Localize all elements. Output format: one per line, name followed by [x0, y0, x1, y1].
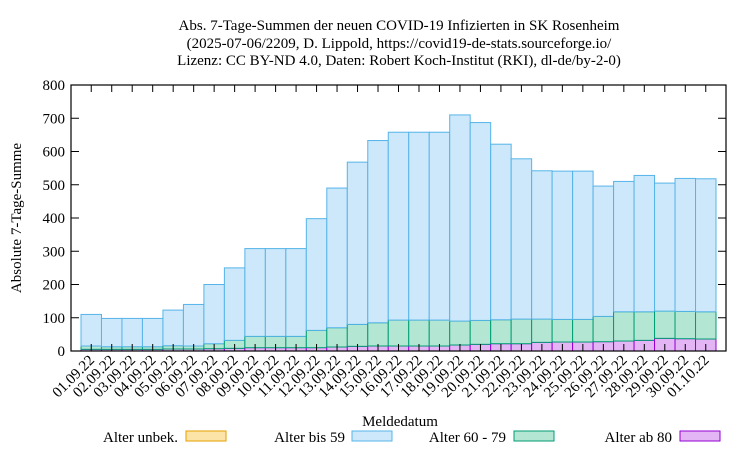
- legend-label-alter-unbek: Alter unbek.: [103, 430, 178, 446]
- bar-alter-bis-59-7: [203, 284, 225, 345]
- bar-alter-bis-59-4: [141, 317, 164, 348]
- chart-title-line-2: (2025-07-06/2209, D. Lippold, https://co…: [187, 36, 612, 52]
- bar-alter-bis-59-25: [572, 170, 594, 320]
- legend-label-alter-ab-80: Alter ab 80: [605, 430, 672, 446]
- bar-alter-bis-59-10: [264, 248, 287, 337]
- bar-alter-bis-59-2: [100, 317, 123, 348]
- bar-alter-60-79-30: [674, 310, 697, 340]
- bar-alter-60-79-16: [387, 319, 410, 347]
- y-tick-label: 700: [43, 111, 66, 127]
- bar-alter-bis-59-27: [613, 180, 635, 313]
- bar-alter-bis-59-29: [654, 182, 676, 312]
- bar-alter-bis-59-16: [387, 131, 410, 321]
- legend-label-alter-60-79: Alter 60 - 79: [429, 430, 506, 446]
- bar-alter-bis-59-9: [244, 248, 266, 337]
- bars-layer: [80, 114, 717, 352]
- bar-alter-bis-59-30: [674, 177, 697, 312]
- bar-alter-60-79-21: [490, 319, 512, 345]
- y-tick-label: 100: [43, 311, 66, 327]
- bar-alter-60-79-26: [592, 315, 615, 343]
- bar-alter-60-79-20: [469, 319, 492, 345]
- legend-swatch-alter-unbek: [185, 430, 227, 442]
- bar-alter-bis-59-3: [121, 317, 143, 348]
- bar-alter-bis-59-14: [346, 161, 369, 325]
- legend-swatch-alter-60-79: [513, 430, 555, 442]
- legend-swatch-alter-bis-59: [351, 430, 393, 442]
- bar-alter-bis-59-13: [326, 187, 348, 329]
- bar-alter-bis-59-20: [469, 122, 492, 321]
- bar-alter-bis-59-1: [80, 313, 102, 347]
- bar-alter-bis-59-8: [223, 267, 246, 341]
- bar-alter-60-79-19: [449, 320, 471, 346]
- bar-alter-60-79-25: [572, 318, 594, 343]
- bar-alter-bis-59-19: [449, 114, 471, 322]
- bar-alter-60-79-17: [408, 319, 430, 347]
- bar-alter-bis-59-21: [490, 143, 512, 321]
- bar-alter-bis-59-24: [551, 170, 574, 320]
- bar-alter-bis-59-15: [367, 140, 389, 324]
- chart-title-line-1: Abs. 7-Tage-Summen der neuen COVID-19 In…: [179, 18, 620, 34]
- bar-alter-60-79-31: [695, 311, 717, 340]
- y-tick-label: 500: [43, 178, 66, 194]
- y-tick-label: 300: [43, 244, 66, 260]
- chart-title-line-3: Lizenz: CC BY-ND 4.0, Daten: Robert Koch…: [177, 53, 621, 69]
- bar-alter-60-79-27: [613, 311, 635, 342]
- bar-alter-bis-59-26: [592, 185, 615, 317]
- bar-alter-bis-59-17: [408, 131, 430, 321]
- y-tick-label: 600: [43, 145, 66, 161]
- bar-alter-60-79-28: [633, 311, 656, 341]
- bar-alter-bis-59-11: [285, 248, 307, 337]
- legend-swatch-alter-ab-80: [679, 430, 721, 442]
- bar-alter-bis-59-5: [162, 309, 184, 347]
- bar-alter-60-79-23: [531, 318, 553, 343]
- y-tick-label: 400: [43, 211, 66, 227]
- legend-label-alter-bis-59: Alter bis 59: [274, 430, 345, 446]
- y-tick-label: 800: [43, 78, 66, 94]
- bar-alter-bis-59-23: [531, 170, 553, 320]
- legend: Alter unbek. Alter bis 59 Alter 60 - 79 Alt…: [103, 430, 721, 446]
- bar-alter-bis-59-22: [510, 158, 533, 320]
- y-tick-label: 0: [58, 344, 66, 360]
- chart-title: Abs. 7-Tage-Summen der neuen COVID-19 In…: [177, 18, 621, 69]
- x-axis-title: Meldedatum: [362, 414, 438, 430]
- bar-alter-bis-59-6: [182, 303, 205, 347]
- bar-alter-bis-59-28: [633, 174, 656, 313]
- bar-alter-60-79-18: [428, 319, 451, 347]
- y-axis-title: Absolute 7-Tage-Summe: [9, 143, 25, 294]
- bar-alter-bis-59-12: [305, 218, 328, 331]
- bar-alter-bis-59-18: [428, 131, 451, 321]
- bar-alter-60-79-15: [367, 322, 389, 347]
- y-tick-label: 200: [43, 278, 66, 294]
- bar-alter-60-79-24: [551, 318, 574, 343]
- bar-alter-bis-59-31: [695, 178, 717, 313]
- bar-alter-60-79-29: [654, 310, 676, 339]
- bar-alter-60-79-14: [346, 323, 369, 347]
- bar-alter-60-79-22: [510, 318, 533, 345]
